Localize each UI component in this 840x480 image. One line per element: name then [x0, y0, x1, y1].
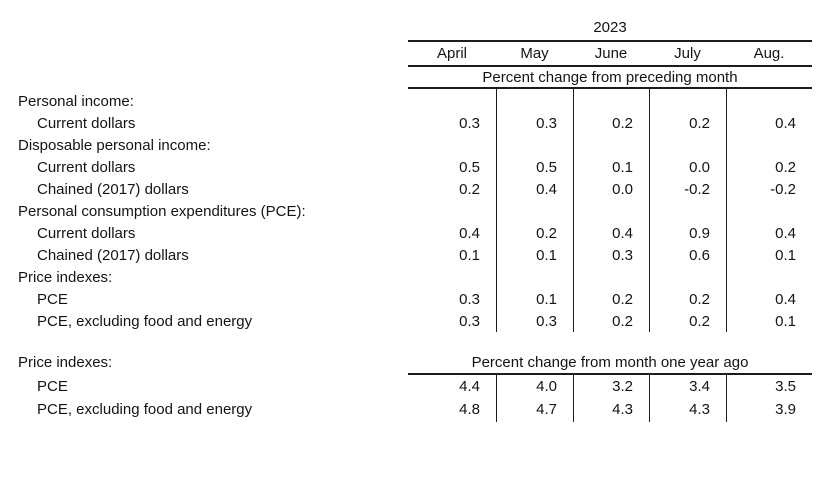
year-header: 2023: [408, 15, 812, 42]
data-cell: 0.3: [459, 290, 480, 308]
row-label: Current dollars: [37, 158, 136, 176]
data-cell: 0.4: [459, 224, 480, 242]
data-cell: 0.0: [689, 158, 710, 176]
table-row: Chained (2017) dollars 0.1 0.1 0.3 0.6 0…: [0, 244, 840, 266]
month-header-row: April May June July Aug.: [408, 42, 812, 67]
data-cell: 0.4: [612, 224, 633, 242]
row-label: PCE, excluding food and energy: [37, 312, 253, 330]
table-row: PCE, excluding food and energy 0.3 0.3 0…: [0, 310, 840, 332]
month-header-july: July: [674, 45, 701, 62]
data-cell: 0.2: [612, 114, 633, 132]
data-cell: -0.2: [684, 180, 710, 198]
data-cell: 0.3: [536, 312, 557, 330]
table-row: PCE, excluding food and energy 4.8 4.7 4…: [0, 398, 840, 421]
data-cell: 0.0: [612, 180, 633, 198]
data-cell: 4.8: [459, 401, 480, 418]
spanner-monthly-change-label: Percent change from preceding month: [482, 68, 738, 86]
data-cell: 0.2: [536, 224, 557, 242]
table-row: Current dollars 0.3 0.3 0.2 0.2 0.4: [0, 112, 840, 134]
data-cell: 0.4: [775, 224, 796, 242]
data-cell: 0.3: [612, 246, 633, 264]
table-row: Personal consumption expenditures (PCE):: [0, 200, 840, 222]
data-cell: 3.2: [612, 378, 633, 395]
row-label: Personal consumption expenditures (PCE):: [18, 202, 306, 220]
data-cell: 0.1: [775, 246, 796, 264]
row-label: PCE: [37, 290, 68, 308]
table-row: PCE 0.3 0.1 0.2 0.2 0.4: [0, 288, 840, 310]
data-cell: 0.2: [612, 312, 633, 330]
data-cell: 3.5: [775, 378, 796, 395]
section-monthly-change: Personal income: Current dollars 0.3 0.3…: [0, 90, 840, 332]
spanner-monthly-change: Percent change from preceding month: [408, 67, 812, 89]
month-header-aug: Aug.: [753, 45, 785, 62]
data-cell: 0.3: [459, 312, 480, 330]
spanner-yearly-change: Percent change from month one year ago: [408, 352, 812, 375]
data-cell: 4.7: [536, 401, 557, 418]
data-cell: 0.5: [459, 158, 480, 176]
data-cell: 0.2: [775, 158, 796, 176]
data-cell: 0.4: [775, 114, 796, 132]
table-row: Chained (2017) dollars 0.2 0.4 0.0 -0.2 …: [0, 178, 840, 200]
data-cell: 4.0: [536, 378, 557, 395]
data-cell: 0.4: [775, 290, 796, 308]
row-label: PCE: [37, 378, 68, 395]
data-cell: 0.1: [536, 246, 557, 264]
table-row: Current dollars 0.4 0.2 0.4 0.9 0.4: [0, 222, 840, 244]
row-label: Personal income:: [18, 92, 134, 110]
data-cell: 3.9: [775, 401, 796, 418]
data-cell: 0.1: [459, 246, 480, 264]
data-cell: 0.2: [459, 180, 480, 198]
data-cell: 3.4: [689, 378, 710, 395]
data-cell: 0.3: [536, 114, 557, 132]
data-cell: 0.4: [536, 180, 557, 198]
section-yearly-change: PCE 4.4 4.0 3.2 3.4 3.5 PCE, excluding f…: [0, 375, 840, 421]
spanner-yearly-change-label: Percent change from month one year ago: [471, 354, 749, 371]
data-cell: 4.3: [612, 401, 633, 418]
data-cell: 0.6: [689, 246, 710, 264]
row-label: Chained (2017) dollars: [37, 180, 189, 198]
data-cell: 0.2: [689, 290, 710, 308]
table-row: Price indexes:: [0, 266, 840, 288]
data-cell: 0.1: [536, 290, 557, 308]
row-label: Disposable personal income:: [18, 136, 211, 154]
data-cell: 0.1: [612, 158, 633, 176]
data-cell: 0.3: [459, 114, 480, 132]
table-row: Disposable personal income:: [0, 134, 840, 156]
month-header-april: April: [436, 45, 467, 62]
row-label: Price indexes:: [18, 268, 113, 286]
year-label: 2023: [593, 19, 627, 36]
data-cell: 0.5: [536, 158, 557, 176]
data-cell: 0.2: [612, 290, 633, 308]
data-cell: 0.9: [689, 224, 710, 242]
data-cell: 0.2: [689, 312, 710, 330]
table-row: PCE 4.4 4.0 3.2 3.4 3.5: [0, 375, 840, 398]
data-cell: 0.2: [689, 114, 710, 132]
data-cell: 4.4: [459, 378, 480, 395]
row-label: PCE, excluding food and energy: [37, 401, 253, 418]
month-header-june: June: [594, 45, 628, 62]
data-cell: 4.3: [689, 401, 710, 418]
table-row: Personal income:: [0, 90, 840, 112]
table-row: Current dollars 0.5 0.5 0.1 0.0 0.2: [0, 156, 840, 178]
row-label: Price indexes:: [18, 354, 113, 371]
data-cell: -0.2: [770, 180, 796, 198]
row-label: Chained (2017) dollars: [37, 246, 189, 264]
data-cell: 0.1: [775, 312, 796, 330]
row-label: Current dollars: [37, 114, 136, 132]
row-label: Current dollars: [37, 224, 136, 242]
month-header-may: May: [520, 45, 549, 62]
